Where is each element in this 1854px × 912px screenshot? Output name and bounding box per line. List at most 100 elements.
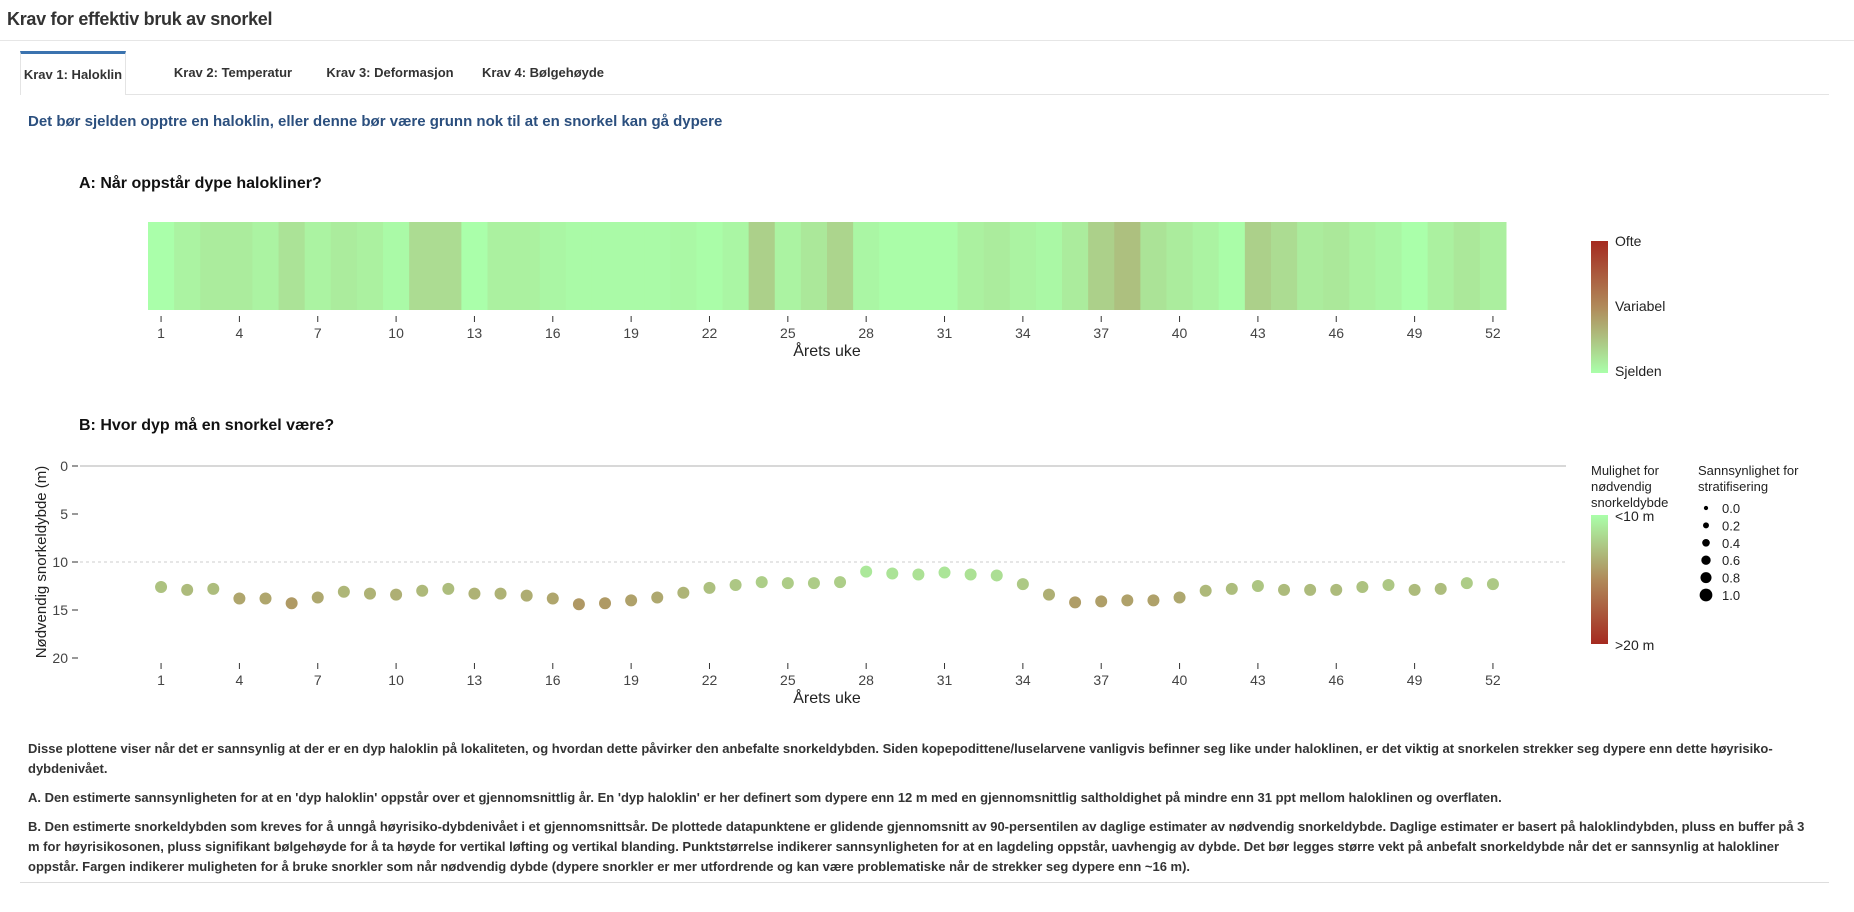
legend-a-label-often: Ofte [1615, 233, 1642, 249]
note-b: B. Den estimerte snorkeldybden som kreve… [28, 819, 1805, 874]
size-legend-label: 0.4 [1722, 536, 1740, 551]
size-legend-dot [1702, 538, 1710, 547]
legend-b-label-deep: >20 m [1615, 637, 1654, 653]
note-intro: Disse plottene viser når det er sannsynl… [28, 741, 1773, 776]
heatmap-cell-week-40 [1166, 222, 1194, 310]
depth-point-week-9 [363, 587, 376, 600]
x-tick-label: 31 [937, 672, 953, 688]
heatmap-cell-week-35 [1035, 222, 1063, 310]
frequency-colorbar [1591, 241, 1608, 373]
heatmap-cell-week-3 [200, 222, 227, 310]
depth-point-week-45 [1304, 583, 1317, 596]
depth-point-week-10 [390, 588, 403, 601]
heatmap-cell-week-52 [1479, 222, 1507, 310]
heatmap-cell-week-43 [1244, 222, 1272, 310]
heatmap-cell-week-14 [487, 222, 515, 310]
depth-point-week-6 [285, 597, 298, 610]
snorkel-depth-scatter: 0 5 10 15 20 1 4 7 10 13 16 19 22 25 28 31 34 37 40 43 46 49 5… [33, 458, 1799, 707]
depth-point-week-22 [703, 581, 716, 594]
x-tick-label: 49 [1407, 672, 1423, 688]
size-legend-label: 0.6 [1722, 553, 1740, 568]
requirement-subtitle: Det bør sjelden opptre en haloklin, elle… [28, 113, 723, 130]
depth-point-week-1 [155, 580, 168, 593]
x-tick-label: 28 [858, 325, 874, 341]
depth-point-week-43 [1251, 580, 1264, 592]
heatmap-cell-week-1 [148, 222, 175, 310]
legend-a-label-variable: Variabel [1615, 298, 1665, 314]
depth-point-week-27 [834, 576, 847, 589]
tab-temperatur[interactable]: Krav 2: Temperatur [173, 65, 293, 80]
size-legend-label: 0.8 [1722, 571, 1740, 586]
depth-point-week-35 [1042, 588, 1055, 601]
x-tick-label: 46 [1328, 325, 1344, 341]
y-tick-label: 20 [52, 650, 68, 666]
heatmap-cell-week-25 [774, 222, 802, 310]
x-tick-label: 52 [1485, 672, 1501, 688]
depth-point-week-37 [1095, 595, 1108, 608]
size-legend-dot [1701, 555, 1711, 565]
size-legend-label: 0.2 [1722, 518, 1740, 533]
x-tick-label: 4 [236, 672, 244, 688]
x-tick-label: 25 [780, 325, 796, 341]
note-a: A. Den estimerte sannsynligheten for at … [28, 790, 1502, 805]
heatmap-cell-week-48 [1375, 222, 1403, 310]
heatmap-cell-week-19 [618, 222, 645, 310]
heatmap-cell-week-27 [827, 222, 854, 310]
depth-point-week-42 [1225, 582, 1238, 595]
x-tick-label: 1 [157, 672, 165, 688]
depth-point-week-26 [807, 577, 820, 590]
y-tick-label: 0 [60, 458, 68, 474]
depth-point-week-36 [1069, 596, 1082, 609]
heatmap-cell-week-12 [435, 222, 462, 310]
depth-point-week-4 [233, 592, 246, 605]
x-tick-label: 10 [388, 672, 404, 688]
tab-bolgehoyde[interactable]: Krav 4: Bølgehøyde [481, 65, 605, 80]
depth-point-week-21 [677, 586, 690, 599]
x-tick-label: 16 [545, 672, 561, 688]
tab-panel: Krav 1: Haloklin Krav 2: Temperatur Krav… [20, 51, 1829, 883]
depth-point-week-13 [468, 587, 481, 600]
x-tick-label: 37 [1093, 325, 1109, 341]
heatmap-cell-week-39 [1140, 222, 1167, 310]
x-tick-label: 37 [1093, 672, 1109, 688]
chart-a-title: A: Når oppstår dype halokliner? [79, 175, 322, 192]
depth-point-week-20 [651, 591, 664, 604]
x-tick-label: 52 [1485, 325, 1501, 341]
depth-point-week-12 [442, 582, 455, 595]
x-tick-label: 19 [623, 325, 639, 341]
x-tick-label: 46 [1328, 672, 1344, 688]
heatmap-cell-week-6 [278, 222, 306, 310]
depth-point-week-46 [1330, 583, 1343, 596]
heatmap-cell-week-36 [1062, 222, 1089, 310]
depth-point-week-33 [990, 569, 1003, 582]
tab-deformasjon[interactable]: Krav 3: Deformasjon [326, 65, 454, 80]
depth-point-week-15 [520, 589, 533, 602]
heatmap-cell-week-46 [1323, 222, 1350, 310]
x-tick-label: 43 [1250, 672, 1266, 688]
size-legend-dot [1700, 572, 1712, 584]
x-tick-label: 7 [314, 325, 322, 341]
depth-point-week-50 [1434, 582, 1447, 595]
explanation-notes: Disse plottene viser når det er sannsynl… [28, 739, 1818, 886]
heatmap-cell-week-50 [1427, 222, 1455, 310]
x-tick-label: 19 [623, 672, 639, 688]
depth-point-week-3 [207, 582, 220, 595]
depth-point-week-25 [781, 577, 794, 590]
haloclines-heatmap: 1 4 7 10 13 16 19 22 25 28 31 34 37 40 43 46 49 52 Årets … [148, 222, 1665, 379]
heatmap-cell-week-17 [565, 222, 593, 310]
x-tick-label: 13 [467, 672, 483, 688]
heatmap-cell-week-51 [1453, 222, 1481, 310]
depth-point-week-2 [181, 583, 194, 596]
heatmap-cell-week-8 [330, 222, 358, 310]
heatmap-cell-week-2 [174, 222, 201, 310]
size-legend-label: 0.0 [1722, 501, 1740, 516]
depth-point-week-29 [886, 567, 899, 580]
heatmap-cell-week-41 [1192, 222, 1220, 310]
x-tick-label: 13 [467, 325, 483, 341]
heatmap-cell-week-28 [853, 222, 880, 310]
depth-point-week-19 [625, 594, 638, 607]
chart-b-ylabel: Nødvendig snorkeldybde (m) [33, 466, 50, 659]
x-tick-label: 28 [858, 672, 874, 688]
depth-point-week-28 [860, 565, 873, 578]
tab-haloklin[interactable]: Krav 1: Haloklin [20, 51, 126, 95]
